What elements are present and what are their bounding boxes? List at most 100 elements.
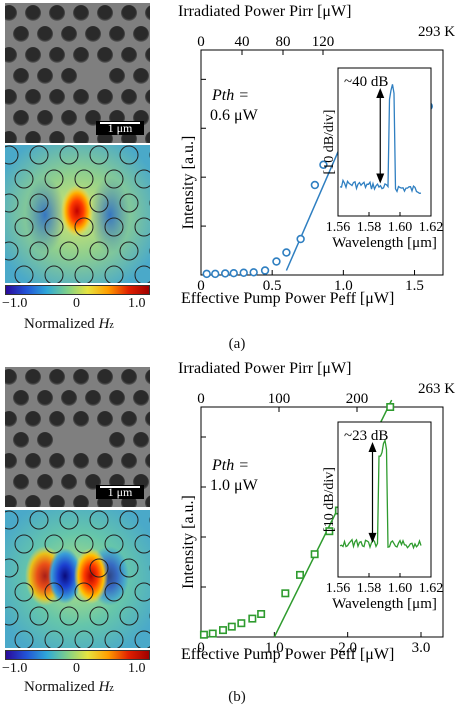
- colorbar-min-label: −1.0: [2, 661, 28, 676]
- hole-outline: [134, 582, 150, 602]
- sem-hole: [145, 47, 150, 63]
- plot-b: Irradiated Power Pirr [μW] 263 K 0 100 200 0 1…: [150, 357, 474, 713]
- sem-hole: [5, 131, 17, 143]
- hole-outline: [14, 265, 34, 283]
- inset-tick-label: 1.60: [388, 581, 413, 596]
- hole-outline: [104, 630, 124, 648]
- top-tick-label: 200: [346, 391, 369, 407]
- plot-b-svg: Irradiated Power Pirr [μW] 263 K 0 100 200 0 1…: [178, 360, 455, 663]
- hole-outline: [44, 169, 64, 189]
- data-point: [237, 619, 246, 628]
- colorbar-min-label: −1.0: [2, 296, 28, 311]
- inset-tick-label: 1.56: [326, 581, 351, 596]
- data-point: [296, 570, 305, 579]
- hole-outline: [29, 145, 49, 165]
- temperature-label: 293 K: [418, 24, 455, 40]
- hole-outline: [119, 558, 139, 578]
- hole-outline: [119, 241, 139, 261]
- db-arrow-head: [376, 88, 385, 98]
- hole-outline: [44, 630, 64, 648]
- sem-hole: [49, 453, 65, 469]
- sem-hole-array: [5, 367, 150, 507]
- sem-hole: [49, 5, 65, 21]
- scale-bar: 1 μm: [96, 121, 144, 135]
- sem-hole: [37, 390, 53, 406]
- hole-outline: [104, 265, 124, 283]
- sem-hole: [121, 453, 137, 469]
- bottom-axis-title: Effective Pump Power Peff [μW]: [181, 646, 394, 663]
- sem-hole: [73, 5, 89, 21]
- hole-outline: [104, 582, 124, 602]
- inset-tick-label: 1.62: [419, 220, 444, 235]
- field-map-svg: [5, 510, 150, 648]
- hole-outline: [119, 193, 139, 213]
- sem-hole: [109, 68, 125, 84]
- colorbar-max-label: 1.0: [128, 661, 146, 676]
- hole-outline: [134, 169, 150, 189]
- top-tick-label: 40: [235, 34, 250, 50]
- hole-outline: [59, 145, 79, 165]
- data-point: [260, 266, 270, 275]
- sem-hole: [121, 411, 137, 427]
- scale-bar: 1 μm: [96, 485, 144, 499]
- sem-image-b: 1 μm: [5, 367, 150, 507]
- sem-hole: [61, 474, 77, 490]
- sem-hole: [37, 432, 53, 448]
- pth-label-line2: 0.6 μW: [210, 107, 259, 124]
- bottom-tick-label: 1.0: [265, 640, 284, 656]
- top-tick-label: 120: [312, 34, 335, 50]
- data-point: [208, 629, 217, 638]
- hole-outline: [5, 558, 19, 578]
- sem-hole: [49, 411, 65, 427]
- data-point: [248, 614, 257, 623]
- field-map-svg: [5, 145, 150, 283]
- plot-frame: [200, 406, 444, 638]
- db-label: ~40 dB: [344, 74, 388, 90]
- bottom-axis-title: Effective Pump Power Peff [μW]: [181, 290, 394, 307]
- sem-hole: [121, 369, 137, 385]
- data-point: [249, 268, 258, 277]
- temperature-label: 263 K: [418, 381, 455, 397]
- sem-hole: [121, 89, 137, 105]
- db-label: ~23 dB: [344, 428, 388, 444]
- hole-outline: [29, 241, 49, 261]
- data-point: [310, 550, 319, 559]
- bottom-tick-label: 0: [197, 278, 205, 294]
- sem-hole: [85, 26, 101, 42]
- sem-hole: [145, 5, 150, 21]
- bottom-tick-label: 0.5: [263, 278, 282, 294]
- data-point: [211, 269, 220, 279]
- inset-tick-label: 1.62: [419, 581, 444, 596]
- hole-outline: [29, 510, 49, 530]
- sem-hole: [121, 5, 137, 21]
- inset-y-title: [10 dB/div]: [322, 110, 337, 175]
- sem-hole: [145, 411, 150, 427]
- hole-outline: [14, 217, 34, 237]
- field-map-b: [5, 510, 150, 648]
- hole-outline: [104, 534, 124, 554]
- sem-hole: [5, 47, 17, 63]
- db-arrow-head: [376, 173, 385, 184]
- sem-hole: [97, 453, 113, 469]
- sem-hole: [97, 369, 113, 385]
- hole-outline: [74, 265, 94, 283]
- sem-hole: [97, 89, 113, 105]
- hole-outline: [14, 582, 34, 602]
- hole-outline: [74, 169, 94, 189]
- top-axis-title: Irradiated Power Pirr [μW]: [178, 3, 351, 20]
- sem-hole: [97, 411, 113, 427]
- sem-hole: [13, 110, 29, 126]
- sem-hole: [145, 131, 150, 143]
- sem-hole: [25, 5, 41, 21]
- sem-hole: [85, 390, 101, 406]
- hole-outline: [29, 606, 49, 626]
- sem-hole: [97, 5, 113, 21]
- sem-image-a: 1 μm: [5, 3, 150, 143]
- sem-hole: [61, 390, 77, 406]
- hole-outline: [104, 169, 124, 189]
- sem-hole: [61, 68, 77, 84]
- inset-frame: [337, 421, 432, 578]
- hole-outline: [74, 630, 94, 648]
- sem-hole-array: [5, 3, 150, 143]
- sem-hole: [73, 369, 89, 385]
